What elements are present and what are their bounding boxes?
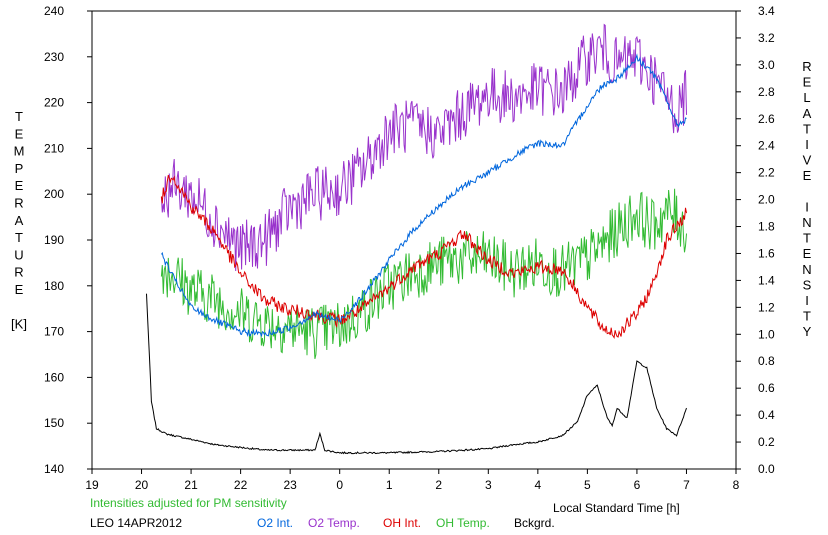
y-right-tick-label: 1.0 bbox=[758, 327, 775, 341]
x-tick-label: 21 bbox=[184, 478, 198, 492]
y-left-tick-label: 200 bbox=[44, 187, 64, 201]
legend-item: OH Int. bbox=[383, 516, 421, 530]
y-right-tick-label: 2.0 bbox=[758, 193, 775, 207]
y-right-label-letter: I bbox=[805, 199, 809, 214]
series-line-o2-int bbox=[160, 53, 687, 338]
legend-item: OH Temp. bbox=[436, 516, 490, 530]
legend-item: Bckgrd. bbox=[514, 516, 555, 530]
y-left-tick-label: 220 bbox=[44, 96, 64, 110]
y-right-tick-label: 3.0 bbox=[758, 58, 775, 72]
y-left-tick-label: 150 bbox=[44, 416, 64, 430]
x-tick-label: 8 bbox=[733, 478, 740, 492]
x-tick-label: 4 bbox=[535, 478, 542, 492]
legend-item: O2 Temp. bbox=[308, 516, 360, 530]
y-right-tick-label: 1.6 bbox=[758, 246, 775, 260]
y-right-label-letter: T bbox=[803, 121, 811, 136]
y-left-tick-label: 140 bbox=[44, 462, 64, 476]
y-left-label-letter: E bbox=[15, 282, 24, 297]
y-left-label-letter: T bbox=[15, 230, 23, 245]
y-right-label-letter: S bbox=[803, 277, 812, 292]
y-left-tick-label: 170 bbox=[44, 325, 64, 339]
x-tick-label: 22 bbox=[234, 478, 248, 492]
y-right-label-letter: T bbox=[803, 231, 811, 246]
y-left-label-letter: R bbox=[14, 196, 23, 211]
station-label: LEO 14APR2012 bbox=[90, 516, 182, 530]
y-right-label-letter: Y bbox=[803, 324, 812, 339]
y-right-tick-label: 2.6 bbox=[758, 112, 775, 126]
y-left-tick-label: 230 bbox=[44, 50, 64, 64]
y-right-tick-label: 2.8 bbox=[758, 85, 775, 99]
y-right-label-letter: I bbox=[805, 293, 809, 308]
y-left-tick-label: 210 bbox=[44, 141, 64, 155]
y-right-tick-label: 0.4 bbox=[758, 408, 775, 422]
x-axis-label: Local Standard Time [h] bbox=[553, 501, 680, 515]
x-tick-label: 6 bbox=[634, 478, 641, 492]
y-right-tick-label: 0.0 bbox=[758, 462, 775, 476]
y-right-label-letter: A bbox=[803, 106, 812, 121]
y-left-tick-label: 160 bbox=[44, 370, 64, 384]
x-tick-label: 23 bbox=[283, 478, 297, 492]
y-right-label-letter: E bbox=[803, 168, 812, 183]
y-right-label-letter: N bbox=[802, 262, 811, 277]
x-tick-label: 3 bbox=[485, 478, 492, 492]
y-right-label-letter: V bbox=[803, 153, 812, 168]
legend-item: O2 Int. bbox=[257, 516, 293, 530]
x-tick-label: 1 bbox=[386, 478, 393, 492]
sensitivity-note: Intensities adjusted for PM sensitivity bbox=[90, 496, 287, 510]
y-left-tick-label: 190 bbox=[44, 233, 64, 247]
y-left-label-letter: R bbox=[14, 265, 23, 280]
x-tick-label: 2 bbox=[435, 478, 442, 492]
y-right-label-letter: N bbox=[802, 215, 811, 230]
y-right-label-letter: I bbox=[805, 137, 809, 152]
plot-frame bbox=[91, 10, 737, 470]
series-line-bckgrd bbox=[146, 293, 687, 455]
y-right-tick-label: 2.4 bbox=[758, 139, 775, 153]
y-left-label-letter: P bbox=[15, 161, 24, 176]
y-right-label-letter: L bbox=[803, 90, 810, 105]
x-tick-label: 0 bbox=[336, 478, 343, 492]
y-left-label-letter: M bbox=[14, 144, 25, 159]
y-right-tick-label: 2.2 bbox=[758, 166, 775, 180]
y-left-label-letter: E bbox=[15, 126, 24, 141]
x-tick-label: 5 bbox=[584, 478, 591, 492]
y-right-tick-label: 1.4 bbox=[758, 273, 775, 287]
y-left-label-letter: A bbox=[15, 213, 24, 228]
x-axis: 19 20 21 22 23 0 1 2 3 4 5 6 7 8 bbox=[85, 469, 740, 492]
y-left-label-letter: E bbox=[15, 178, 24, 193]
y-right-tick-label: 3.4 bbox=[758, 4, 775, 18]
y-right-label-letter: E bbox=[803, 246, 812, 261]
y-right-label-letter: E bbox=[803, 75, 812, 90]
series-layer bbox=[146, 23, 687, 455]
x-tick-label: 7 bbox=[683, 478, 690, 492]
series-line-oh-int bbox=[160, 174, 687, 340]
y-right-label-letter: R bbox=[802, 59, 811, 74]
y-right-tick-label: 1.2 bbox=[758, 300, 775, 314]
y-axis-right: 0.0 0.2 0.4 0.6 0.8 1.0 1.2 1.4 1.6 1.8 2.0 2.2 2.4 2… bbox=[736, 4, 775, 476]
series-line-o2-temp bbox=[160, 23, 687, 272]
y-axis-left: 140 150 160 170 180 190 200 210 220 230 240 bbox=[44, 4, 92, 476]
y-right-tick-label: 0.8 bbox=[758, 354, 775, 368]
y-left-label-letter: [K] bbox=[11, 317, 27, 332]
y-left-label-letter: U bbox=[14, 247, 23, 262]
y-left-tick-label: 180 bbox=[44, 279, 64, 293]
y-left-tick-label: 240 bbox=[44, 4, 64, 18]
series-line-oh-temp bbox=[160, 188, 687, 360]
y-right-tick-label: 0.6 bbox=[758, 381, 775, 395]
x-tick-label: 19 bbox=[85, 478, 99, 492]
y-right-tick-label: 0.2 bbox=[758, 435, 775, 449]
x-tick-label: 20 bbox=[135, 478, 149, 492]
legend: O2 Int. O2 Temp. OH Int. OH Temp. Bckgrd. bbox=[257, 516, 555, 530]
y-left-label-letter: T bbox=[15, 109, 23, 124]
y-right-tick-label: 1.8 bbox=[758, 220, 775, 234]
y-right-label-letter: T bbox=[803, 309, 811, 324]
y-right-tick-label: 3.2 bbox=[758, 31, 775, 45]
